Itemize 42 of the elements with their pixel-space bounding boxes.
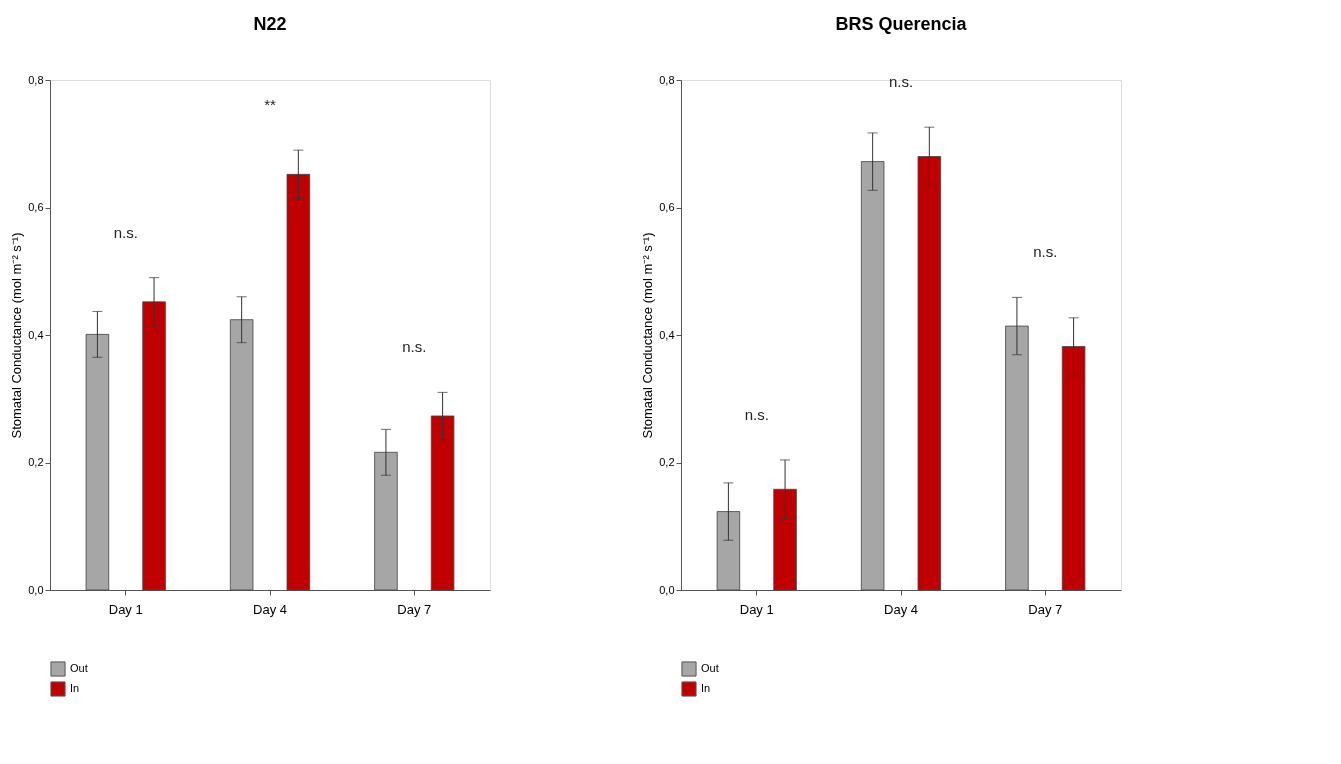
y-tick-label: 0,2 — [28, 456, 44, 468]
x-tick-label: Day 1 — [108, 601, 143, 617]
bar — [716, 511, 741, 591]
y-tick-label: 0,8 — [28, 73, 44, 86]
y-tick-label: 0,2 — [659, 456, 675, 468]
bar — [1061, 346, 1086, 591]
bar — [860, 161, 885, 591]
legend-label: In — [701, 682, 711, 694]
bar — [1005, 325, 1029, 591]
x-tick-label: Day 1 — [739, 601, 774, 617]
bar — [773, 488, 797, 591]
x-tick-label: Day 4 — [253, 601, 287, 617]
bar — [430, 415, 455, 591]
annotation: n.s. — [888, 73, 914, 91]
annotation: n.s. — [113, 223, 138, 241]
y-tick-label: 0,0 — [659, 583, 675, 596]
bar — [917, 156, 942, 591]
bar — [286, 173, 311, 591]
y-tick-label: 0,4 — [28, 328, 44, 341]
y-tick-label: 0,8 — [659, 73, 675, 86]
x-tick-label: Day 4 — [884, 601, 918, 617]
y-tick-label: 0,4 — [659, 328, 675, 341]
legend-label: Out — [70, 662, 88, 674]
y-tick-label: 0,6 — [659, 201, 675, 213]
legend-label: In — [70, 682, 80, 694]
annotation: ** — [264, 96, 276, 114]
y-tick-label: 0,6 — [28, 201, 44, 213]
annotation: n.s. — [1033, 243, 1058, 261]
legend-label: Out — [701, 662, 719, 674]
bar — [374, 451, 398, 591]
x-tick-label: Day 7 — [1028, 601, 1063, 617]
chart-title: BRS Querencia — [835, 14, 968, 34]
y-axis-title: Stomatal Conductance (mol m⁻² s⁻¹) — [640, 232, 656, 439]
y-axis-title: Stomatal Conductance (mol m⁻² s⁻¹) — [9, 232, 25, 439]
bar — [85, 333, 110, 591]
chart-title: N22 — [253, 14, 287, 34]
x-tick-label: Day 7 — [397, 601, 432, 617]
y-tick-label: 0,0 — [28, 583, 44, 596]
annotation: n.s. — [744, 405, 769, 423]
bar — [229, 319, 254, 591]
bar — [142, 301, 166, 591]
annotation: n.s. — [402, 338, 427, 356]
